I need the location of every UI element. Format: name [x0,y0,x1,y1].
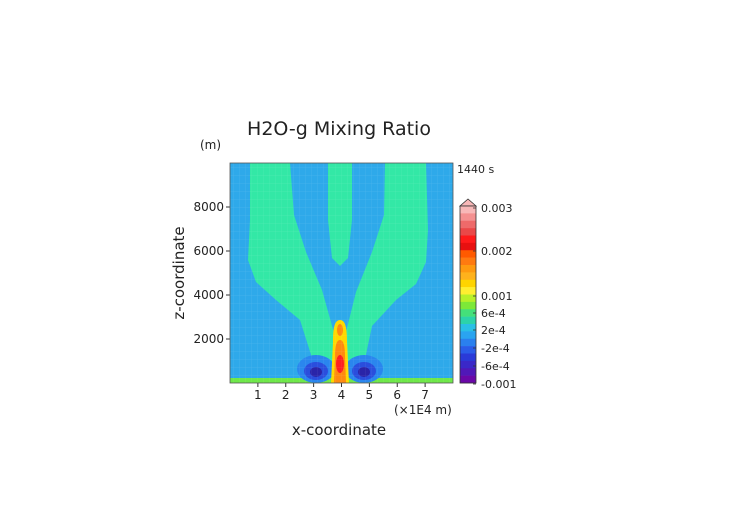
colorbar-swatch [460,301,476,310]
colorbar-swatch [460,206,476,214]
colorbar-swatch [460,316,476,325]
colorbar-swatch [460,220,476,229]
x-tick-label: 6 [393,388,401,402]
colorbar-label: 0.002 [481,245,513,258]
colorbar-label: 0.003 [481,202,513,215]
colorbar-swatch [460,353,476,362]
y-tick-label: 8000 [193,200,224,214]
x-tick-label: 4 [338,388,346,402]
y-unit-label: (m) [200,138,221,152]
colorbar-swatch [460,360,476,369]
y-tick-label: 4000 [193,288,224,302]
colorbar-swatch [460,294,476,303]
colorbar-swatch [460,272,476,281]
x-tick-label: 3 [310,388,318,402]
y-tick-label: 2000 [193,332,224,346]
plot-frame [229,162,454,384]
colorbar-swatch [460,250,476,258]
colorbar-swatch [460,368,476,376]
colorbar-arrow [458,198,478,207]
colorbar-swatch [460,324,476,332]
colorbar-swatch [460,331,476,340]
colorbar-swatch [460,338,476,347]
x-axis-label: x-coordinate [292,421,386,439]
colorbar-swatch [460,213,476,222]
x-tick-label: 5 [366,388,374,402]
colorbar-swatch [460,287,476,295]
colorbar-label: 0.001 [481,290,513,303]
y-axis-label: z-coordinate [170,226,188,319]
colorbar-label: -2e-4 [481,342,510,355]
colorbar-label: 6e-4 [481,307,506,320]
colorbar-swatch [460,228,476,236]
x-unit-label: (×1E4 m) [394,403,452,417]
x-axis-ticks: 1 2 3 4 5 6 7 [254,383,429,402]
colorbar-frame [459,205,477,384]
colorbar-label: -6e-4 [481,360,510,373]
plot-area [230,163,453,383]
chart-title: H2O-g Mixing Ratio [247,118,431,140]
time-label: 1440 s [457,163,494,176]
x-tick-label: 7 [421,388,429,402]
colorbar-swatch [460,375,476,384]
x-tick-label: 1 [254,388,262,402]
y-tick-label: 6000 [193,244,224,258]
colorbar-swatch [460,257,476,266]
colorbar-swatch [460,242,476,251]
colorbar-label: -0.001 [481,378,516,391]
colorbar-swatch [460,309,476,317]
x-tick-label: 2 [282,388,290,402]
colorbar-swatch [460,235,476,244]
colorbar: 0.003 0.002 0.001 6e-4 2e-4 -2e-4 -6e-4 -0.001 [458,198,516,391]
colorbar-label: 2e-4 [481,324,506,337]
colorbar-swatch [460,265,476,273]
y-axis-ticks: 2000 4000 6000 8000 [193,200,230,346]
plot-grid [230,163,453,383]
colorbar-swatch [460,279,476,288]
colorbar-swatch [460,346,476,354]
